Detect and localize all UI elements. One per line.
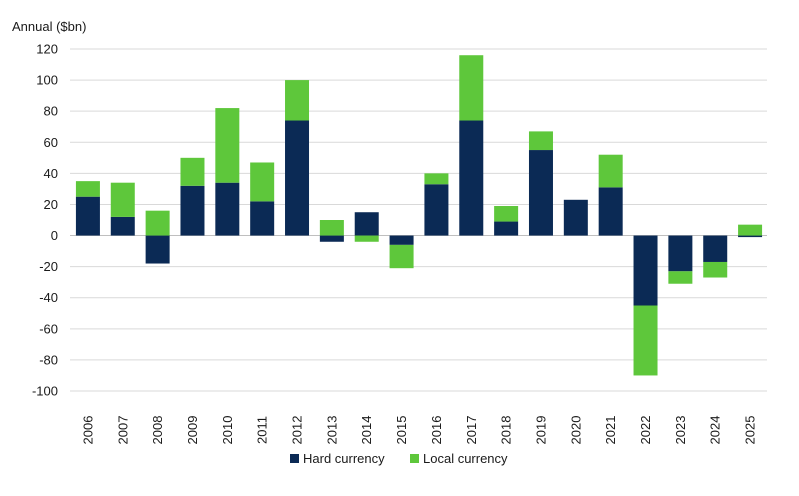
- legend-label-hard-currency[interactable]: Hard currency: [303, 451, 385, 466]
- x-tick-label: 2015: [394, 416, 409, 445]
- y-axis-ticks: 120 100 80 60 40 20 0 -20 -40 -60 -80 -100: [32, 42, 58, 399]
- y-tick-label: 40: [44, 166, 58, 181]
- legend-label-local-currency[interactable]: Local currency: [423, 451, 508, 466]
- bar-local-currency-2006: [75, 181, 100, 197]
- legend-swatch-local-currency: [410, 454, 419, 463]
- x-tick-label: 2011: [255, 416, 270, 444]
- y-tick-label: 100: [36, 73, 58, 88]
- bar-hard-currency-2016: [424, 184, 449, 236]
- y-tick-label: -60: [39, 321, 58, 336]
- y-tick-label: 120: [36, 42, 58, 57]
- bar-local-currency-2017: [459, 55, 484, 121]
- bar-hard-currency-2022: [633, 235, 658, 306]
- bar-hard-currency-2009: [180, 185, 205, 236]
- x-tick-label: 2010: [220, 416, 235, 445]
- bar-local-currency-2023: [668, 271, 693, 284]
- x-tick-label: 2020: [568, 416, 583, 445]
- bar-hard-currency-2015: [389, 235, 414, 245]
- bar-hard-currency-2017: [459, 120, 484, 236]
- bar-local-currency-2008: [145, 210, 170, 236]
- bar-hard-currency-2010: [215, 182, 240, 236]
- y-axis-title: Annual ($bn): [12, 19, 86, 34]
- bar-local-currency-2010: [215, 108, 240, 183]
- x-tick-label: 2016: [429, 416, 444, 445]
- x-tick-label: 2014: [359, 416, 374, 445]
- x-tick-label: 2019: [533, 416, 548, 445]
- gridlines: [70, 48, 767, 392]
- bar-hard-currency-2008: [145, 235, 170, 264]
- x-tick-label: 2006: [80, 416, 95, 445]
- bar-local-currency-2019: [528, 131, 553, 151]
- bar-local-currency-2025: [738, 224, 763, 236]
- bar-hard-currency-2013: [319, 235, 344, 242]
- bar-local-currency-2009: [180, 157, 205, 186]
- x-tick-label: 2025: [743, 416, 758, 445]
- bar-hard-currency-2012: [285, 120, 310, 236]
- x-tick-label: 2018: [499, 416, 514, 445]
- y-tick-label: -100: [32, 384, 58, 399]
- y-tick-label: 0: [51, 228, 58, 243]
- bar-hard-currency-2014: [354, 212, 379, 236]
- bar-local-currency-2022: [633, 305, 658, 376]
- bar-local-currency-2015: [389, 244, 414, 269]
- bar-hard-currency-2011: [250, 201, 275, 236]
- bar-hard-currency-2006: [75, 196, 100, 236]
- legend[interactable]: Hard currency Local currency: [290, 451, 508, 466]
- bar-hard-currency-2024: [703, 235, 728, 262]
- bar-hard-currency-2018: [494, 221, 519, 236]
- bar-hard-currency-2020: [563, 199, 588, 236]
- x-axis-ticks: 2006 2007 2008 2009 2010 2011 2012 2013 2014 2015…: [80, 416, 757, 445]
- y-tick-label: -80: [39, 352, 58, 367]
- bar-local-currency-2012: [285, 80, 310, 121]
- x-tick-label: 2007: [115, 416, 130, 445]
- bar-hard-currency-2021: [598, 187, 623, 236]
- x-tick-label: 2009: [185, 416, 200, 445]
- bar-local-currency-2018: [494, 206, 519, 222]
- bar-local-currency-2024: [703, 261, 728, 278]
- x-tick-label: 2012: [290, 416, 305, 445]
- bar-hard-currency-2023: [668, 235, 693, 272]
- bar-local-currency-2013: [319, 220, 344, 236]
- bar-local-currency-2021: [598, 154, 623, 188]
- bar-local-currency-2007: [110, 182, 135, 217]
- x-tick-label: 2021: [603, 416, 618, 445]
- x-tick-label: 2008: [150, 416, 165, 445]
- bar-local-currency-2016: [424, 173, 449, 185]
- y-tick-label: 80: [44, 104, 58, 119]
- x-tick-label: 2023: [673, 416, 688, 445]
- bar-hard-currency-2007: [110, 216, 135, 236]
- x-tick-label: 2013: [324, 416, 339, 445]
- bar-local-currency-2011: [250, 162, 275, 202]
- y-tick-label: -40: [39, 290, 58, 305]
- bar-hard-currency-2025: [738, 235, 763, 238]
- bar-hard-currency-2019: [528, 150, 553, 236]
- bar-local-currency-2014: [354, 235, 379, 242]
- y-tick-label: 20: [44, 197, 58, 212]
- y-tick-label: 60: [44, 135, 58, 150]
- x-tick-label: 2022: [638, 416, 653, 445]
- legend-swatch-hard-currency: [290, 454, 299, 463]
- bars: [75, 55, 763, 376]
- x-tick-label: 2017: [464, 416, 479, 445]
- y-tick-label: -20: [39, 259, 58, 274]
- x-tick-label: 2024: [708, 416, 723, 445]
